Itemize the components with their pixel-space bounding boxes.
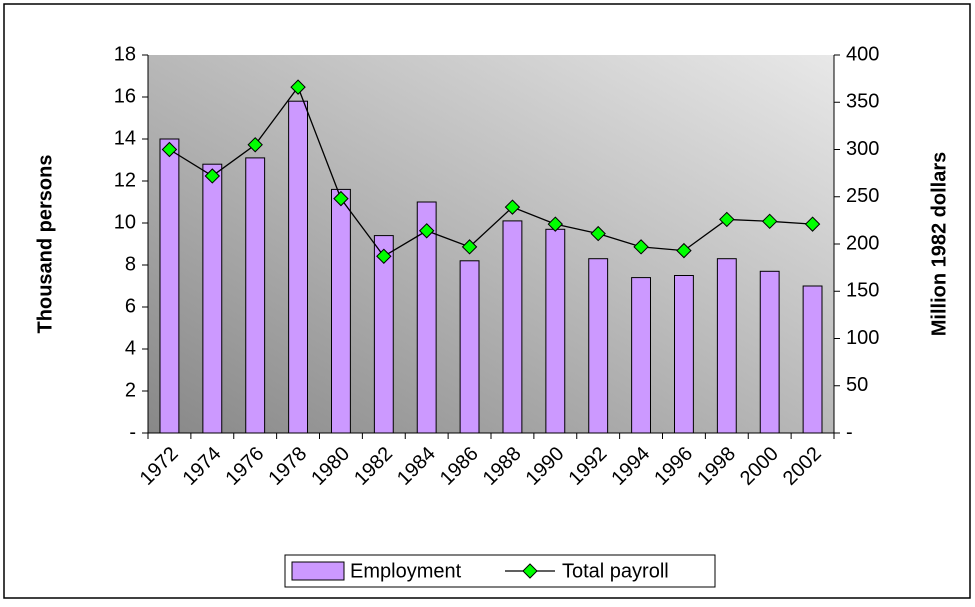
y-tick-label: 12 — [114, 169, 136, 191]
y2-tick-label: 300 — [846, 138, 879, 160]
marker — [376, 248, 392, 264]
legend — [284, 554, 716, 588]
y-tick-label: 10 — [114, 211, 136, 233]
y-tick-label: 16 — [114, 85, 136, 107]
marker — [461, 239, 478, 255]
marker — [719, 211, 735, 228]
bar — [331, 188, 351, 434]
bar — [716, 258, 737, 434]
legend-label: Employment — [350, 560, 462, 582]
legend-marker — [522, 563, 538, 579]
y-tick-label: 6 — [125, 295, 136, 317]
marker — [204, 168, 221, 184]
y2-tick-label: 400 — [846, 43, 879, 65]
y2-tick-label: - — [846, 421, 853, 443]
bar — [459, 260, 480, 434]
bar — [373, 235, 394, 434]
y2-tick-label: 150 — [846, 280, 879, 302]
bar — [588, 258, 609, 434]
marker — [761, 213, 778, 230]
marker — [804, 216, 821, 232]
bar — [159, 138, 180, 434]
marker — [676, 242, 692, 259]
y-tick-label: 8 — [125, 253, 136, 275]
bar — [245, 157, 266, 434]
y-tick-label: - — [129, 421, 136, 443]
marker — [333, 190, 349, 207]
y2-tick-label: 100 — [846, 327, 879, 349]
legend-swatch — [291, 561, 345, 581]
marker — [418, 223, 435, 239]
bar — [759, 270, 780, 434]
y2-axis-title: Million 1982 dollars — [928, 152, 950, 337]
y2-tick-label: 250 — [846, 185, 879, 207]
y2-tick-label: 50 — [846, 374, 868, 396]
y-tick-label: 2 — [125, 379, 136, 401]
marker — [590, 225, 606, 242]
bar — [288, 100, 308, 434]
y-tick-label: 18 — [114, 43, 136, 65]
legend-label: Total payroll — [562, 560, 669, 582]
bar — [802, 285, 823, 434]
bar — [631, 277, 651, 434]
legend-box — [284, 554, 716, 588]
y-axis-title: Thousand persons — [34, 155, 56, 334]
marker — [633, 239, 649, 255]
y-tick-label: 4 — [125, 337, 136, 359]
bar — [674, 275, 694, 434]
marker — [290, 79, 306, 95]
bar — [202, 163, 223, 434]
marker — [161, 141, 178, 158]
marker — [504, 199, 521, 215]
marker — [547, 216, 564, 232]
bar — [545, 228, 566, 434]
bar — [502, 220, 523, 434]
y2-tick-label: 200 — [846, 232, 879, 254]
y2-tick-label: 350 — [846, 91, 879, 113]
marker — [247, 137, 263, 153]
y-tick-label: 14 — [114, 127, 136, 149]
line — [169, 85, 813, 258]
